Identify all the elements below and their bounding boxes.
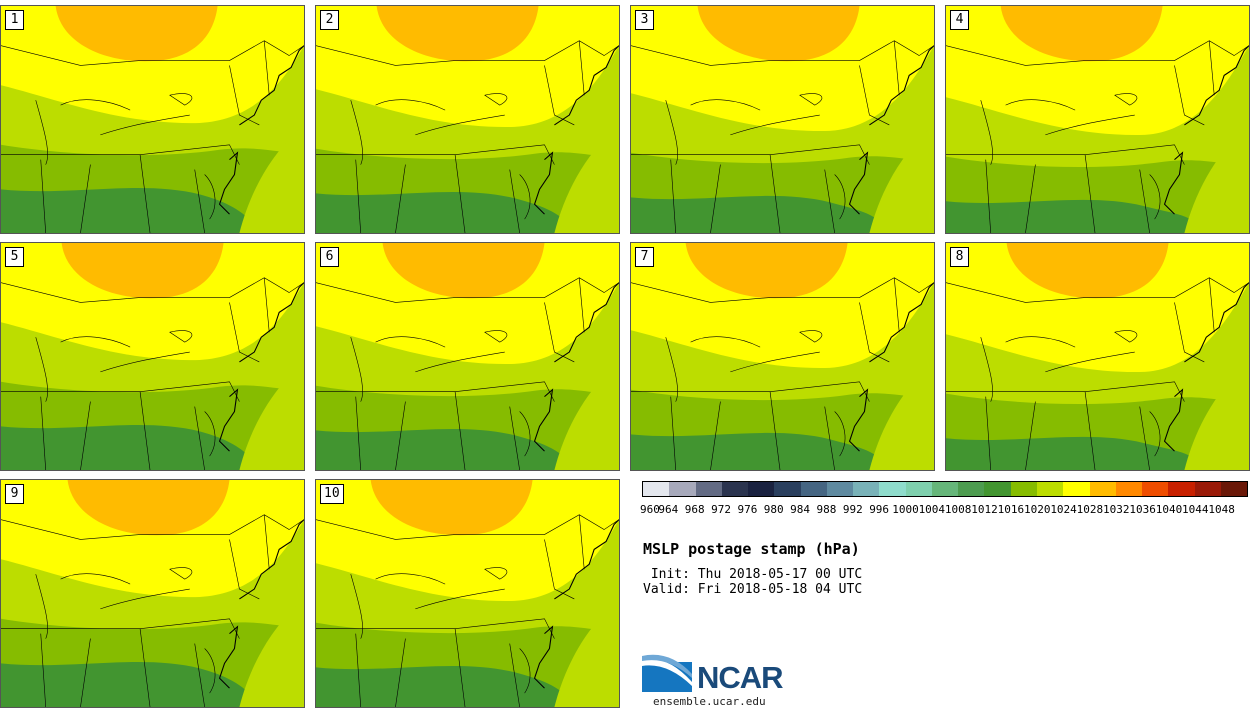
colorbar-tick-label: 1024 [1050,503,1077,516]
colorbar-swatch [958,482,985,496]
colorbar-tick-label: 1028 [1076,503,1104,516]
mslp-map-image [946,243,1249,470]
mslp-map-image [1,243,304,470]
site-url: ensemble.ucar.edu [653,695,766,708]
init-time: Init: Thu 2018-05-17 00 UTC [643,567,863,582]
valid-time: Valid: Fri 2018-05-18 04 UTC [643,582,863,597]
colorbar-swatch [1142,482,1169,496]
mslp-map-image [1,480,304,707]
member-number-label: 4 [950,10,969,30]
colorbar-swatch [800,482,827,496]
mslp-map-image [946,6,1249,233]
colorbar-tick-label: 976 [737,503,758,516]
ncar-logo-text: NCAR [697,660,784,695]
colorbar-swatch [853,482,880,496]
mslp-map-image [316,243,619,470]
colorbar-swatch [984,482,1011,496]
member-number-label: 6 [320,247,339,267]
colorbar-swatch [721,482,749,496]
colorbar-swatch [1220,482,1248,496]
colorbar-swatch [774,482,801,496]
colorbar-swatch [1036,482,1064,496]
colorbar-tick-label: 992 [842,503,863,516]
colorbar-tick-label: 1000 [892,503,919,516]
mslp-map-image [631,243,934,470]
colorbar-tick-label: 960 [640,503,660,516]
member-number-label: 5 [5,247,24,267]
mslp-map-image [316,6,619,233]
colorbar-tick-label: 968 [684,503,705,516]
member-number-label: 7 [635,247,654,267]
ensemble-member-map: 10 [315,479,620,708]
member-number-label: 9 [5,484,24,504]
member-number-label: 8 [950,247,969,267]
mslp-map-image [1,6,304,233]
ensemble-member-map: 1 [0,5,305,234]
colorbar-tick-label: 1020 [1023,503,1051,516]
colorbar-tick-label: 1044 [1182,503,1209,516]
colorbar-tick-label: 1040 [1155,503,1183,516]
colorbar-swatch [748,482,775,496]
ensemble-member-map: 5 [0,242,305,471]
colorbar-swatch [1063,482,1090,496]
colorbar-tick-label: 972 [711,503,731,516]
colorbar-tick-label: 1016 [997,503,1025,516]
colorbar-tick-label: 996 [869,503,890,516]
colorbar-swatch [1089,482,1116,496]
colorbar-tick-label: 964 [658,503,679,516]
ensemble-member-map: 8 [945,242,1250,471]
colorbar-tick-label: 988 [816,503,837,516]
mslp-map-image [631,6,934,233]
colorbar-swatch [643,482,670,496]
colorbar-swatch [931,482,959,496]
colorbar-swatch [695,482,722,496]
member-number-label: 2 [320,10,339,30]
ensemble-member-map: 7 [630,242,935,471]
colorbar-tick-label: 1048 [1208,503,1235,516]
mslp-map-image [316,480,619,707]
member-number-label: 1 [5,10,24,30]
ensemble-member-map: 3 [630,5,935,234]
ensemble-member-map: 6 [315,242,620,471]
chart-title: MSLP postage stamp (hPa) [643,540,860,558]
pressure-colorbar [642,481,1248,497]
ensemble-member-map: 2 [315,5,620,234]
colorbar-swatch [879,482,906,496]
colorbar-swatch [1115,482,1143,496]
ncar-logo-icon [642,654,692,692]
member-number-label: 10 [320,484,344,504]
colorbar-tick-label: 1036 [1129,503,1156,516]
ensemble-member-map: 9 [0,479,305,708]
colorbar-tick-label: 1032 [1103,503,1130,516]
colorbar-swatch [1168,482,1195,496]
colorbar-swatch [826,482,854,496]
colorbar-tick-label: 1012 [971,503,998,516]
colorbar-swatch [669,482,696,496]
colorbar-tick-label: 984 [790,503,811,516]
colorbar-swatch [1010,482,1037,496]
colorbar-tick-labels: 960 964 968 972 976 980 984 988 992 996 1000 1004 10… [640,503,1248,517]
colorbar-swatch [905,482,932,496]
member-number-label: 3 [635,10,654,30]
colorbar-tick-label: 980 [763,503,784,516]
colorbar-tick-label: 1004 [918,503,946,516]
colorbar-swatch [1194,482,1221,496]
ensemble-member-map: 4 [945,5,1250,234]
colorbar-tick-label: 1008 [944,503,972,516]
